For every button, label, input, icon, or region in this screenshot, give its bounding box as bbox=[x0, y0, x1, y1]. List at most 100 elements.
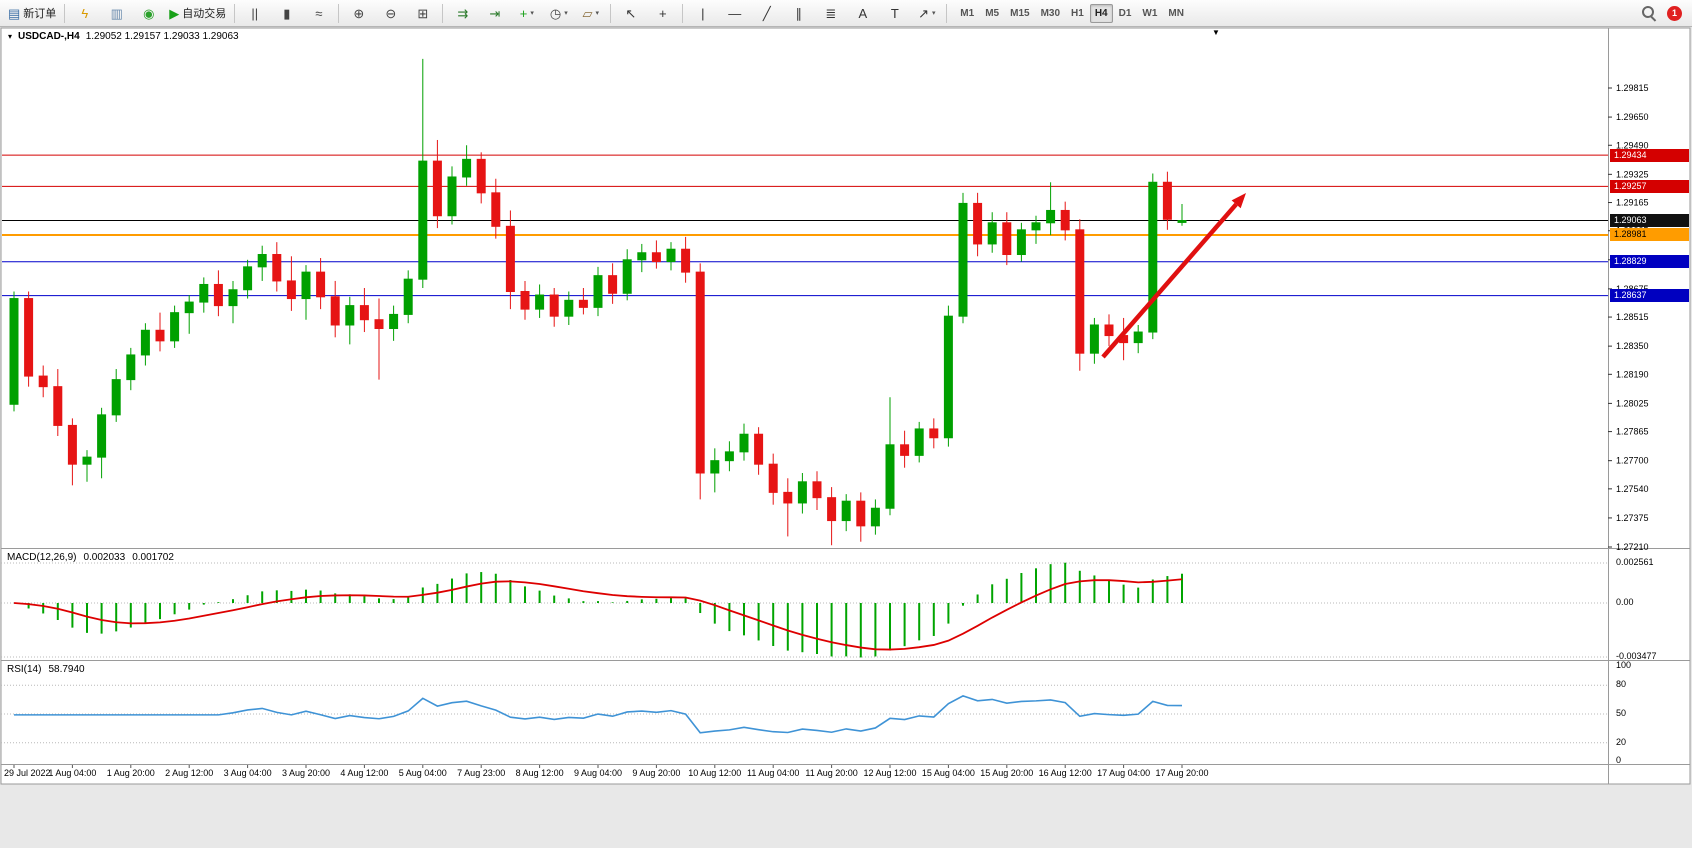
crosshair-button[interactable]: + bbox=[647, 1, 678, 25]
label-button[interactable]: T bbox=[879, 1, 910, 25]
periods-button[interactable]: ◷ ▾ bbox=[543, 1, 574, 25]
svg-text:1 Aug 04:00: 1 Aug 04:00 bbox=[48, 768, 96, 778]
chevron-down-icon: ▾ bbox=[595, 10, 600, 17]
zoom-in-button[interactable]: ⊕ bbox=[343, 1, 374, 25]
price-axis[interactable]: 1.298151.296501.294901.293251.291651.290… bbox=[1608, 83, 1649, 552]
svg-text:4 Aug 12:00: 4 Aug 12:00 bbox=[340, 768, 388, 778]
notifications-badge[interactable]: 1 bbox=[1667, 5, 1682, 21]
price-tag-support-upper: 1.28829 bbox=[1610, 255, 1689, 269]
autotrading-button[interactable]: ▶ 自动交易 bbox=[165, 1, 230, 25]
new-order-icon: ▤ bbox=[8, 5, 21, 21]
vertical-line-button[interactable]: | bbox=[687, 1, 718, 25]
price-tag-current-price: 1.29063 bbox=[1610, 214, 1689, 227]
svg-text:10 Aug 12:00: 10 Aug 12:00 bbox=[688, 768, 741, 778]
timeframe-m15[interactable]: M15 bbox=[1010, 7, 1030, 19]
shapes-icon: ↗ bbox=[918, 5, 929, 21]
macd-title: MACD(12,26,9) 0.002033 0.001702 bbox=[7, 552, 174, 563]
horizontal-line-button[interactable]: — bbox=[719, 1, 750, 25]
new-order-button[interactable]: ▤ 新订单 bbox=[4, 1, 60, 25]
text-button[interactable]: A bbox=[847, 1, 878, 25]
templates-button[interactable]: ▱ ▾ bbox=[575, 1, 606, 25]
toolbar-right: 1 bbox=[1641, 5, 1688, 21]
timeframe-m5[interactable]: M5 bbox=[985, 7, 1000, 19]
toolbar-separator bbox=[610, 3, 612, 23]
rsi-axis-80: 80 bbox=[1616, 679, 1627, 689]
crosshair-icon: + bbox=[659, 5, 667, 21]
auto-scroll-icon: ⇉ bbox=[457, 5, 469, 21]
toolbar-separator bbox=[946, 3, 948, 23]
profile-button[interactable]: ϟ bbox=[69, 1, 100, 25]
svg-text:1.27865: 1.27865 bbox=[1616, 427, 1649, 437]
profile-icon: ϟ bbox=[81, 5, 89, 21]
svg-text:17 Aug 20:00: 17 Aug 20:00 bbox=[1155, 768, 1208, 778]
toolbar-separator bbox=[338, 3, 340, 23]
tile-windows-button[interactable]: ⊞ bbox=[407, 1, 438, 25]
price-tag-resistance-lower: 1.29257 bbox=[1610, 179, 1689, 193]
bar-chart-icon: || bbox=[251, 5, 259, 21]
macd-signal-line bbox=[13, 578, 1183, 651]
timeframe-h1[interactable]: H1 bbox=[1071, 7, 1084, 19]
candlestick-chart-button[interactable]: ▮ bbox=[271, 1, 302, 25]
chevron-down-icon: ▾ bbox=[564, 10, 568, 17]
auto-scroll-button[interactable]: ⇉ bbox=[447, 1, 478, 25]
toolbar-separator bbox=[64, 3, 66, 23]
timeframe-h4[interactable]: H4 bbox=[1089, 3, 1113, 23]
timeframe-w1[interactable]: W1 bbox=[1142, 7, 1158, 19]
tile-windows-icon: ⊞ bbox=[417, 5, 429, 21]
svg-text:16 Aug 12:00: 16 Aug 12:00 bbox=[1039, 768, 1092, 778]
cursor-button[interactable]: ↖ bbox=[615, 1, 646, 25]
shapes-button[interactable]: ↗ ▾ bbox=[911, 1, 942, 25]
timeframe-d1[interactable]: D1 bbox=[1118, 7, 1132, 19]
macd-axis-zero: 0.00 bbox=[1616, 597, 1634, 607]
rsi-axis-20: 20 bbox=[1616, 737, 1627, 747]
candlestick-chart-icon: ▮ bbox=[283, 5, 291, 21]
fibonacci-button[interactable]: ≣ bbox=[815, 1, 846, 25]
svg-text:1.29815: 1.29815 bbox=[1616, 83, 1649, 93]
line-chart-button[interactable]: ≈ bbox=[303, 1, 334, 25]
macd-value: 0.002033 bbox=[83, 552, 126, 563]
macd-axis-min: -0.003477 bbox=[1616, 651, 1657, 661]
label-icon: T bbox=[890, 5, 899, 21]
chart-shift-button[interactable]: ⇥ bbox=[479, 1, 510, 25]
price-tag-pivot-orange: 1.28981 bbox=[1610, 228, 1689, 242]
svg-text:1.28025: 1.28025 bbox=[1616, 398, 1649, 408]
channel-button[interactable]: ∥ bbox=[783, 1, 814, 25]
svg-text:2 Aug 12:00: 2 Aug 12:00 bbox=[165, 768, 213, 778]
templates-icon: ▱ bbox=[582, 5, 593, 21]
timeframe-m1[interactable]: M1 bbox=[960, 7, 975, 19]
chart-shift-icon: ⇥ bbox=[489, 5, 501, 21]
chart-menu-icon[interactable]: ▾ bbox=[8, 32, 13, 41]
svg-text:5 Aug 04:00: 5 Aug 04:00 bbox=[399, 768, 447, 778]
fibonacci-icon: ≣ bbox=[825, 5, 837, 21]
svg-text:1.27700: 1.27700 bbox=[1616, 456, 1649, 466]
svg-text:29 Jul 2022: 29 Jul 2022 bbox=[4, 768, 51, 778]
timeframe-group: M1 M5 M15 M30 H1 H4 D1 W1 MN bbox=[955, 3, 1189, 23]
timeframe-mn[interactable]: MN bbox=[1168, 7, 1184, 19]
svg-text:9 Aug 04:00: 9 Aug 04:00 bbox=[574, 768, 622, 778]
svg-text:1.29490: 1.29490 bbox=[1616, 140, 1649, 150]
trendline-button[interactable]: ╱ bbox=[751, 1, 782, 25]
indicators-icon: + bbox=[519, 5, 528, 21]
timeframe-m30[interactable]: M30 bbox=[1040, 7, 1061, 19]
svg-text:9 Aug 20:00: 9 Aug 20:00 bbox=[632, 768, 680, 778]
trend-arrow[interactable] bbox=[1101, 193, 1246, 359]
svg-text:1 Aug 20:00: 1 Aug 20:00 bbox=[107, 768, 155, 778]
toolbar-separator bbox=[234, 3, 236, 23]
zoom-out-button[interactable]: ⊖ bbox=[375, 1, 406, 25]
bar-chart-button[interactable]: || bbox=[239, 1, 270, 25]
new-order-button-label: 新订单 bbox=[23, 8, 57, 20]
svg-text:1.29165: 1.29165 bbox=[1616, 198, 1649, 208]
search-icon[interactable] bbox=[1641, 5, 1657, 21]
printer-button[interactable]: ▥ bbox=[101, 1, 132, 25]
svg-text:15 Aug 20:00: 15 Aug 20:00 bbox=[980, 768, 1033, 778]
svg-text:1.29650: 1.29650 bbox=[1616, 112, 1649, 122]
chart-symbol-period: USDCAD-,H4 bbox=[18, 31, 80, 42]
horizontal-line-icon: — bbox=[728, 5, 742, 21]
indicators-button[interactable]: + ▾ bbox=[511, 1, 542, 25]
community-button[interactable]: ◉ bbox=[133, 1, 164, 25]
svg-text:12 Aug 12:00: 12 Aug 12:00 bbox=[863, 768, 916, 778]
periods-icon: ◷ bbox=[549, 5, 562, 21]
zoom-out-icon: ⊖ bbox=[385, 5, 397, 21]
